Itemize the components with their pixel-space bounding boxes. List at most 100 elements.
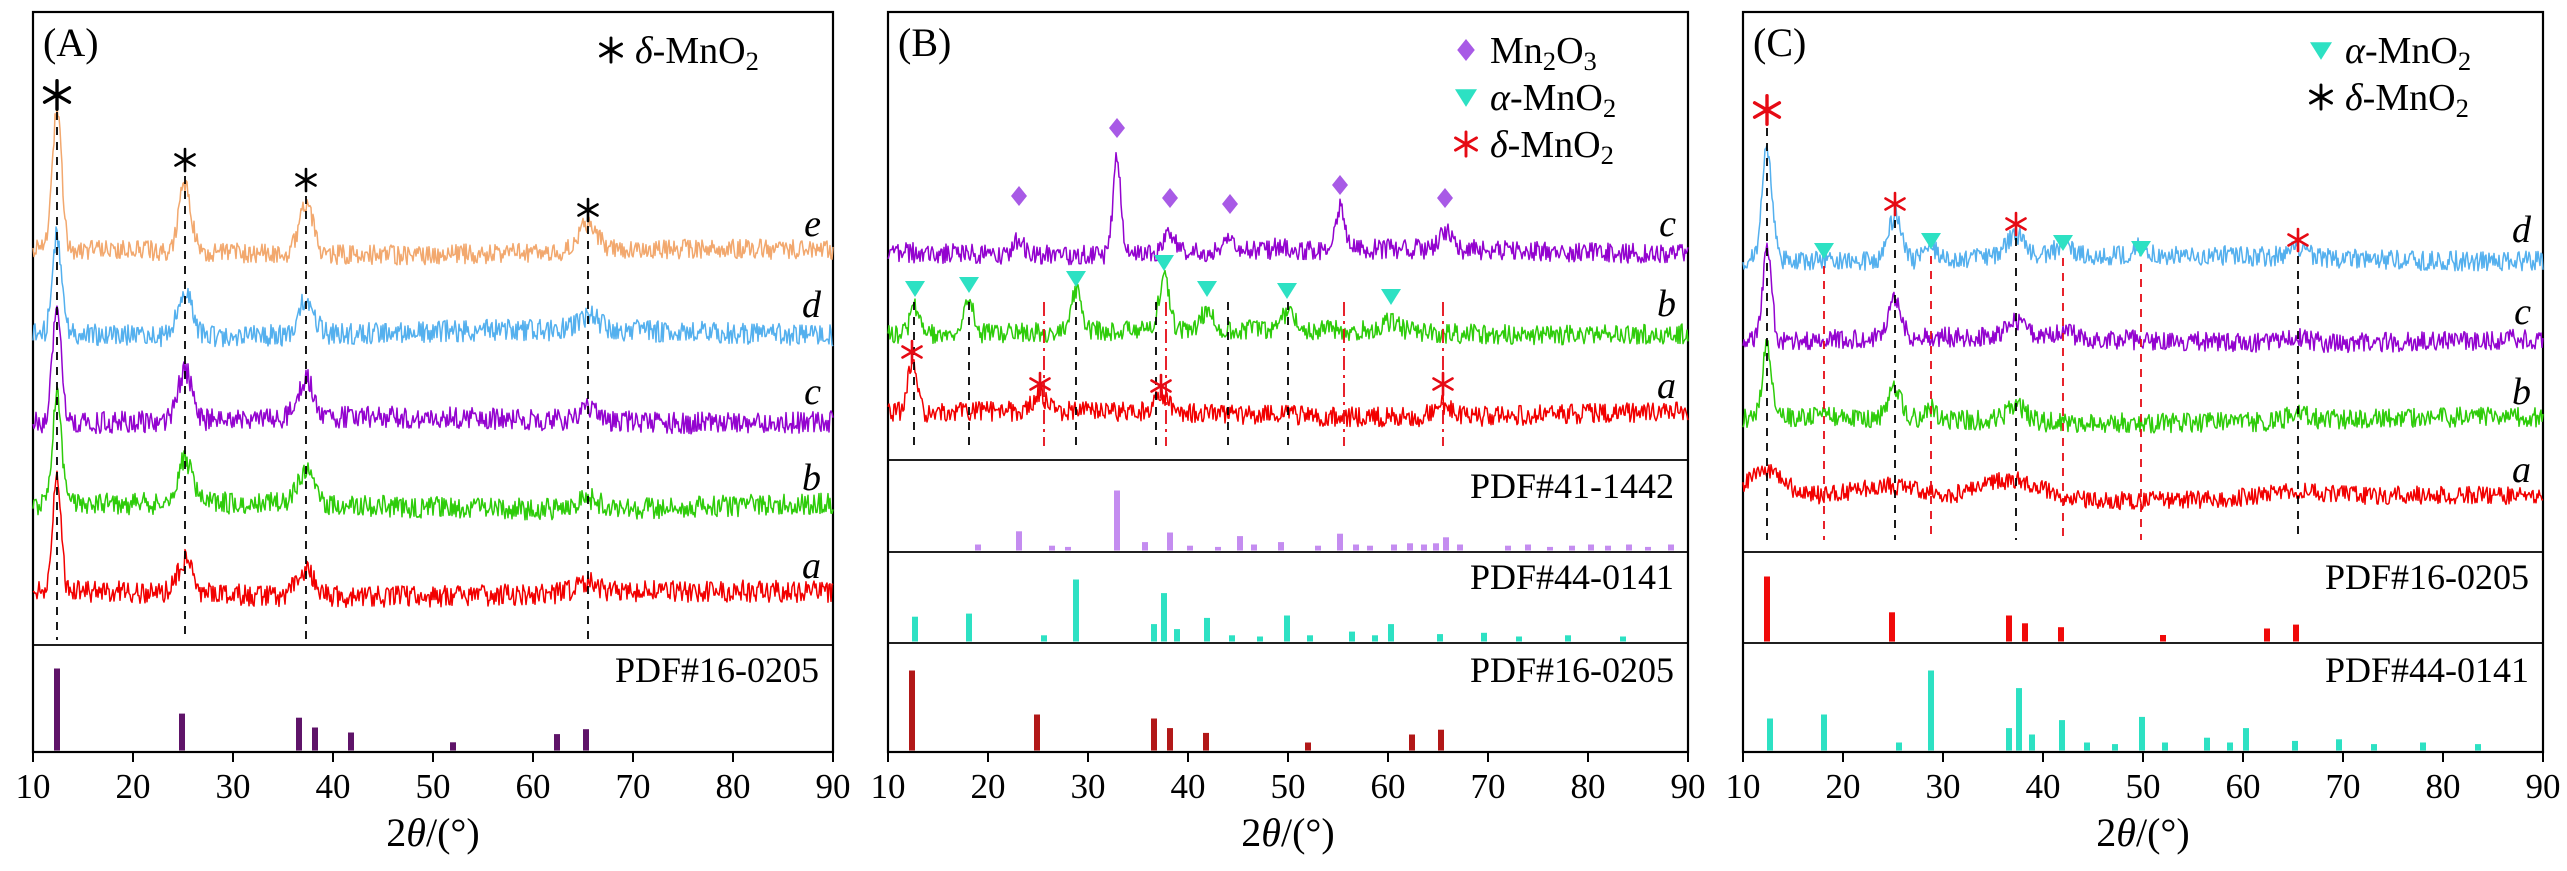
star-peak-marker bbox=[1029, 371, 1051, 397]
star-peak-marker bbox=[2005, 211, 2027, 237]
pdf-stick bbox=[2059, 720, 2065, 751]
x-tick-label: 50 bbox=[1271, 767, 1306, 806]
pdf-stick bbox=[1142, 542, 1148, 551]
pdf-stick bbox=[348, 732, 354, 751]
pdf-stick bbox=[1065, 546, 1071, 551]
pdf-stick bbox=[1305, 742, 1311, 751]
pdf-stick bbox=[2293, 624, 2299, 642]
pdf-stick bbox=[909, 670, 915, 751]
x-tick-label: 30 bbox=[1926, 767, 1961, 806]
pdf-stick bbox=[1284, 615, 1290, 642]
x-tick-label: 40 bbox=[2026, 767, 2061, 806]
x-tick-label: 90 bbox=[2526, 767, 2561, 806]
legend-diamond-icon bbox=[1457, 39, 1475, 61]
star-peak-marker bbox=[295, 167, 317, 193]
xrd-curve-b bbox=[887, 269, 1689, 346]
pdf-stick bbox=[1668, 544, 1674, 551]
pdf-stick bbox=[966, 613, 972, 642]
plot-border bbox=[31, 10, 835, 754]
diamond-peak-marker bbox=[1332, 175, 1348, 195]
xrd-curve-a bbox=[32, 470, 834, 609]
pdf-stick bbox=[2112, 744, 2118, 751]
pdf-stick bbox=[450, 742, 456, 751]
pdf-stick bbox=[1315, 545, 1321, 551]
star-peak-marker bbox=[1150, 373, 1172, 399]
legend-star-icon bbox=[2309, 83, 2333, 111]
diamond-peak-marker bbox=[1437, 188, 1453, 208]
pdf-stick bbox=[54, 668, 60, 751]
x-axis-label: 2θ/(°) bbox=[386, 810, 479, 855]
pdf-stick bbox=[554, 734, 560, 751]
pdf-stick bbox=[1407, 543, 1413, 551]
pdf-stick bbox=[1626, 544, 1632, 551]
pdf-stick bbox=[1114, 490, 1120, 551]
curve-label-b: b bbox=[2512, 371, 2531, 413]
panel-label: (B) bbox=[898, 20, 951, 65]
panel-label: (A) bbox=[43, 20, 99, 65]
triangle-peak-marker bbox=[1921, 233, 1941, 249]
star-peak-marker bbox=[2287, 227, 2309, 253]
pdf-stick bbox=[2139, 716, 2145, 751]
pdf-stick bbox=[1041, 635, 1047, 642]
x-tick-label: 60 bbox=[2226, 767, 2261, 806]
xrd-panel-a: PDF#16-0205 a b c d e δ-MnO2 (A) 10 20 30 40 50 60 70 8… bbox=[1, 0, 856, 866]
pdf-stick bbox=[1174, 629, 1180, 642]
pdf-stick bbox=[2204, 737, 2210, 751]
pdf-stick bbox=[1204, 617, 1210, 642]
x-tick-label: 60 bbox=[516, 767, 551, 806]
pdf-stick bbox=[1215, 546, 1221, 551]
pdf-stick bbox=[2058, 627, 2064, 642]
curve-label-a: a bbox=[2512, 449, 2531, 491]
x-tick-label: 70 bbox=[1471, 767, 1506, 806]
pdf-stick bbox=[1889, 612, 1895, 642]
x-tick-label: 70 bbox=[616, 767, 651, 806]
pdf-stick bbox=[1251, 544, 1257, 551]
x-tick-label: 10 bbox=[871, 767, 906, 806]
x-tick-label: 20 bbox=[116, 767, 151, 806]
legend-star-icon bbox=[599, 36, 623, 64]
x-tick-label: 10 bbox=[1726, 767, 1761, 806]
curve-label-c: c bbox=[1659, 203, 1676, 245]
triangle-peak-marker bbox=[1197, 281, 1217, 297]
pdf-stick bbox=[2006, 728, 2012, 751]
pdf-stick bbox=[1505, 545, 1511, 551]
star-peak-marker bbox=[901, 339, 923, 365]
legend-triangle-icon bbox=[1455, 89, 1477, 107]
pdf-reference-label: PDF#41-1442 bbox=[1470, 466, 1674, 506]
pdf-stick bbox=[1349, 631, 1355, 642]
triangle-peak-marker bbox=[1381, 289, 1401, 305]
pdf-stick bbox=[1151, 718, 1157, 751]
plot-border bbox=[1741, 10, 2545, 754]
pdf-stick bbox=[1167, 532, 1173, 551]
pdf-reference-label: PDF#44-0141 bbox=[2325, 650, 2529, 690]
x-axis-label: 2θ/(°) bbox=[2096, 810, 2189, 855]
pdf-stick bbox=[1073, 579, 1079, 642]
legend-label: α-MnO2 bbox=[2345, 30, 2471, 76]
pdf-stick bbox=[1372, 635, 1378, 642]
pdf-stick bbox=[1237, 536, 1243, 551]
pdf-stick bbox=[2243, 728, 2249, 751]
pdf-stick bbox=[296, 717, 302, 751]
pdf-stick bbox=[2160, 635, 2166, 642]
pdf-stick bbox=[975, 544, 981, 551]
x-tick-label: 80 bbox=[2426, 767, 2461, 806]
pdf-stick bbox=[2006, 615, 2012, 642]
star-peak-marker bbox=[1432, 371, 1454, 397]
pdf-stick bbox=[1278, 542, 1284, 551]
x-tick-label: 80 bbox=[716, 767, 751, 806]
curve-label-b: b bbox=[802, 457, 821, 499]
xrd-plot-svg-b: PDF#41-1442 PDF#44-0141 PDF#16-0205 abc Mn2O… bbox=[871, 10, 1706, 855]
pdf-reference-label: PDF#16-0205 bbox=[615, 650, 819, 690]
pdf-stick bbox=[1516, 636, 1522, 642]
pdf-stick bbox=[1409, 734, 1415, 751]
x-tick-label: 60 bbox=[1371, 767, 1406, 806]
legend-star-icon bbox=[1454, 130, 1478, 158]
pdf-stick bbox=[1151, 624, 1157, 642]
pdf-reference-label: PDF#16-0205 bbox=[1470, 650, 1674, 690]
pdf-stick bbox=[1388, 624, 1394, 642]
pdf-stick bbox=[1161, 593, 1167, 642]
xrd-curve-e bbox=[32, 106, 834, 266]
pdf-stick bbox=[179, 713, 185, 751]
